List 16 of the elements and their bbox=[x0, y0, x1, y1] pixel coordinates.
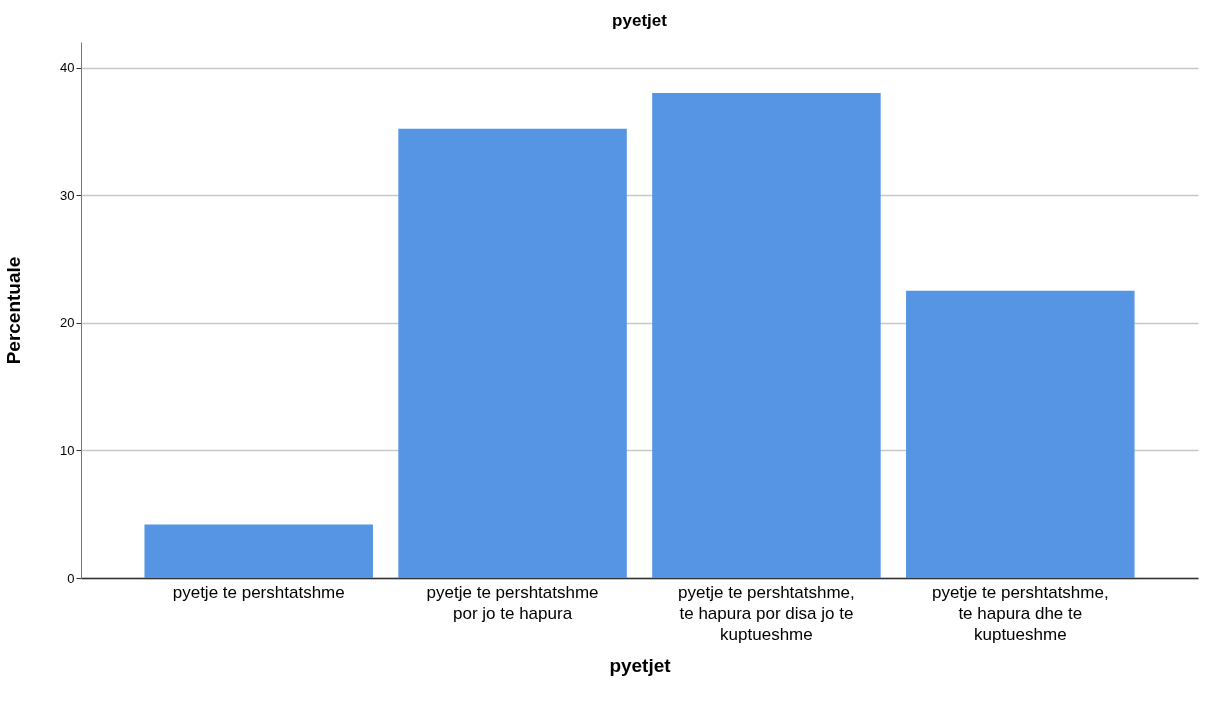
y-tick-label: 40 bbox=[60, 60, 75, 76]
y-tick-label: 30 bbox=[60, 187, 75, 203]
x-tick-label: pyetje te pershtatshme bbox=[172, 582, 345, 602]
y-tick-label: 10 bbox=[60, 442, 75, 458]
chart-title: pyetjet bbox=[612, 11, 668, 30]
y-tick-label: 20 bbox=[60, 315, 75, 331]
bar bbox=[398, 128, 627, 578]
x-tick-label: pyetje te pershtatshme, te hapura por disa jo te kuptueshme bbox=[678, 582, 855, 644]
x-axis-title: pyetjet bbox=[609, 654, 672, 676]
y-tick-label: 0 bbox=[67, 570, 75, 586]
bar bbox=[906, 290, 1135, 578]
x-tick-label: pyetje te pershtatshme por jo te hapura bbox=[426, 582, 599, 623]
bar bbox=[144, 524, 373, 578]
x-tick-label: pyetje te pershtatshme, te hapura dhe te kuptueshme bbox=[931, 582, 1109, 644]
bar bbox=[652, 93, 881, 578]
y-axis-title: Percentuale bbox=[3, 256, 25, 365]
